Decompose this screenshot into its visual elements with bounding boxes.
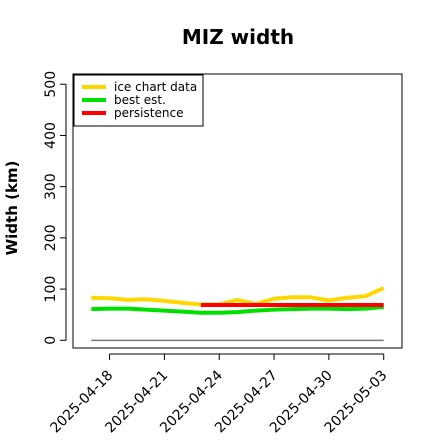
series-line-best-est	[91, 305, 384, 315]
plot-frame	[72, 73, 403, 349]
y-axis-label: Width (km)	[3, 161, 21, 256]
y-tick-label: 400	[43, 122, 59, 149]
y-tick-label: 0	[43, 336, 59, 345]
legend-label-best-est: best est.	[114, 93, 166, 107]
legend-label-ice-chart-data: ice chart data	[114, 80, 197, 94]
chart-title: MIZ width	[182, 25, 294, 49]
legend-label-persistence: persistence	[114, 106, 183, 120]
y-tick-label: 500	[43, 71, 59, 98]
series-line-ice-chart-data	[91, 286, 385, 307]
y-tick-label: 100	[43, 276, 59, 303]
y-tick-label: 200	[43, 225, 59, 252]
plot-area	[91, 286, 385, 342]
y-tick-label: 300	[43, 173, 59, 200]
